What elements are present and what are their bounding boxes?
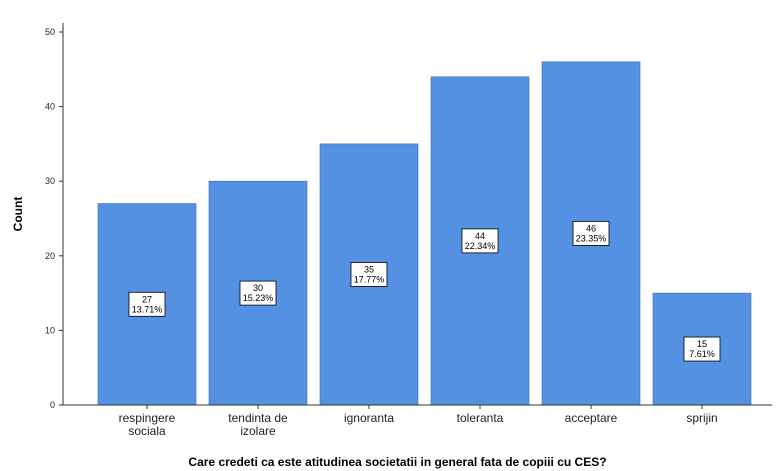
x-category-label-line: respingere: [119, 411, 176, 425]
x-category-label-line: acceptare: [565, 411, 618, 425]
data-label-box: [683, 336, 721, 362]
data-label-count: 35: [364, 264, 374, 274]
data-label-percent: 17.77%: [354, 274, 385, 284]
data-label-percent: 22.34%: [465, 241, 496, 251]
x-category-label-line: izolare: [240, 424, 276, 438]
plot-area: 2713.71%3015.23%3517.77%4422.34%4623.35%…: [45, 23, 772, 438]
data-label-percent: 23.35%: [576, 233, 607, 243]
y-axis-label: Count: [11, 197, 25, 232]
x-category-label: ignoranta: [344, 411, 394, 425]
y-tick-label: 0: [50, 400, 55, 410]
x-category-label-line: tendinta de: [228, 411, 288, 425]
x-category-label: respingere sociala: [119, 411, 176, 438]
x-category-label: tendinta de izolare: [228, 411, 288, 438]
data-label-box: [350, 262, 388, 287]
y-tick-label: 30: [45, 176, 55, 186]
x-category-label-line: ignoranta: [344, 411, 394, 425]
y-tick-label: 10: [45, 325, 55, 335]
y-tick-label: 20: [45, 251, 55, 261]
y-ticks-group: 0 10 20 30 40 50: [45, 27, 63, 410]
data-label-percent: 7.61%: [689, 349, 715, 359]
data-label-count: 27: [142, 294, 152, 304]
x-category-label: sprijin: [686, 411, 717, 425]
data-label-box: [128, 291, 166, 317]
x-category-label-line: sociala: [128, 424, 166, 438]
bars-group: [97, 61, 752, 406]
data-label-percent: 15.23%: [243, 293, 274, 303]
data-label-count: 15: [697, 339, 707, 349]
data-label-box: [239, 280, 277, 306]
x-category-label: acceptare: [565, 411, 618, 425]
x-category-label-line: sprijin: [686, 411, 717, 425]
x-categories-group: respingere sociala tendinta de izolare ignor…: [119, 405, 718, 438]
data-label-count: 44: [475, 231, 485, 241]
data-label-percent: 13.71%: [132, 304, 163, 314]
data-label-box: [461, 228, 499, 254]
data-label-box: [572, 221, 610, 246]
x-category-label-line: toleranta: [457, 411, 504, 425]
x-axis-label: Care credeti ca este atitudinea societat…: [188, 455, 606, 469]
y-tick-label: 40: [45, 102, 55, 112]
y-tick-label: 50: [45, 27, 55, 37]
data-label-count: 30: [253, 283, 263, 293]
x-category-label: toleranta: [457, 411, 504, 425]
data-label-count: 46: [586, 223, 596, 233]
